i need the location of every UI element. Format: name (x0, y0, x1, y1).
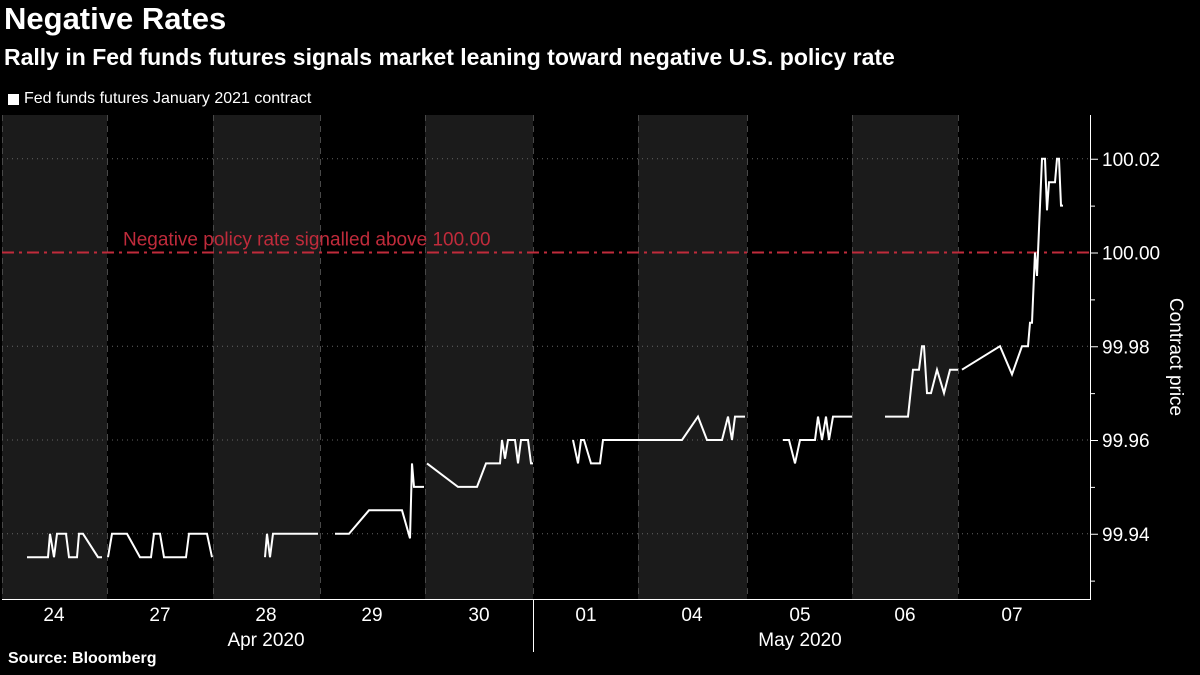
y-tick-label: 99.96 (1102, 431, 1150, 452)
y-tick-label: 100.02 (1102, 150, 1160, 171)
day-band (638, 115, 747, 599)
day-band (107, 115, 213, 599)
day-band (958, 115, 1090, 599)
page-title: Negative Rates (4, 1, 227, 36)
day-band (852, 115, 958, 599)
source-credit: Source: Bloomberg (8, 650, 157, 667)
series-line-segment (426, 439, 533, 488)
series-line-segment (783, 415, 852, 464)
series-line-segment (264, 532, 318, 558)
x-tick-label: 05 (789, 605, 810, 626)
legend-label: Fed funds futures January 2021 contract (24, 90, 312, 107)
y-tick-label: 99.94 (1102, 525, 1150, 546)
x-tick-label: 04 (681, 605, 703, 626)
chart-subtitle: Rally in Fed funds futures signals marke… (4, 44, 895, 70)
day-band (533, 115, 638, 599)
legend: Fed funds futures January 2021 contract (8, 90, 311, 108)
series-line-segment (27, 532, 102, 559)
y-tick-label: 100.00 (1102, 244, 1160, 265)
series-line-segment (335, 463, 424, 539)
day-band (2, 115, 107, 599)
x-tick-label: 01 (575, 605, 596, 626)
x-tick-label: 27 (149, 605, 170, 626)
day-band (425, 115, 533, 599)
series-line-segment (961, 157, 1063, 378)
series-line-segment (107, 532, 213, 559)
month-label: Apr 2020 (227, 630, 304, 651)
refline-annotation: Negative policy rate signalled above 100… (123, 230, 491, 251)
x-tick-label: 30 (468, 605, 489, 626)
x-tick-label: 06 (894, 605, 915, 626)
series-line-segment (885, 345, 958, 418)
x-tick-label: 29 (361, 605, 382, 626)
x-tick-label: 28 (255, 605, 276, 626)
x-tick-label: 24 (43, 605, 65, 626)
y-axis-title: Contract price (1165, 298, 1186, 416)
y-tick-label: 99.98 (1102, 337, 1150, 358)
day-band (320, 115, 425, 599)
legend-marker-icon (8, 93, 19, 105)
series-line-segment (572, 414, 745, 465)
day-band (747, 115, 852, 599)
month-label: May 2020 (758, 630, 841, 651)
day-band (213, 115, 320, 599)
x-tick-label: 07 (1001, 605, 1022, 626)
